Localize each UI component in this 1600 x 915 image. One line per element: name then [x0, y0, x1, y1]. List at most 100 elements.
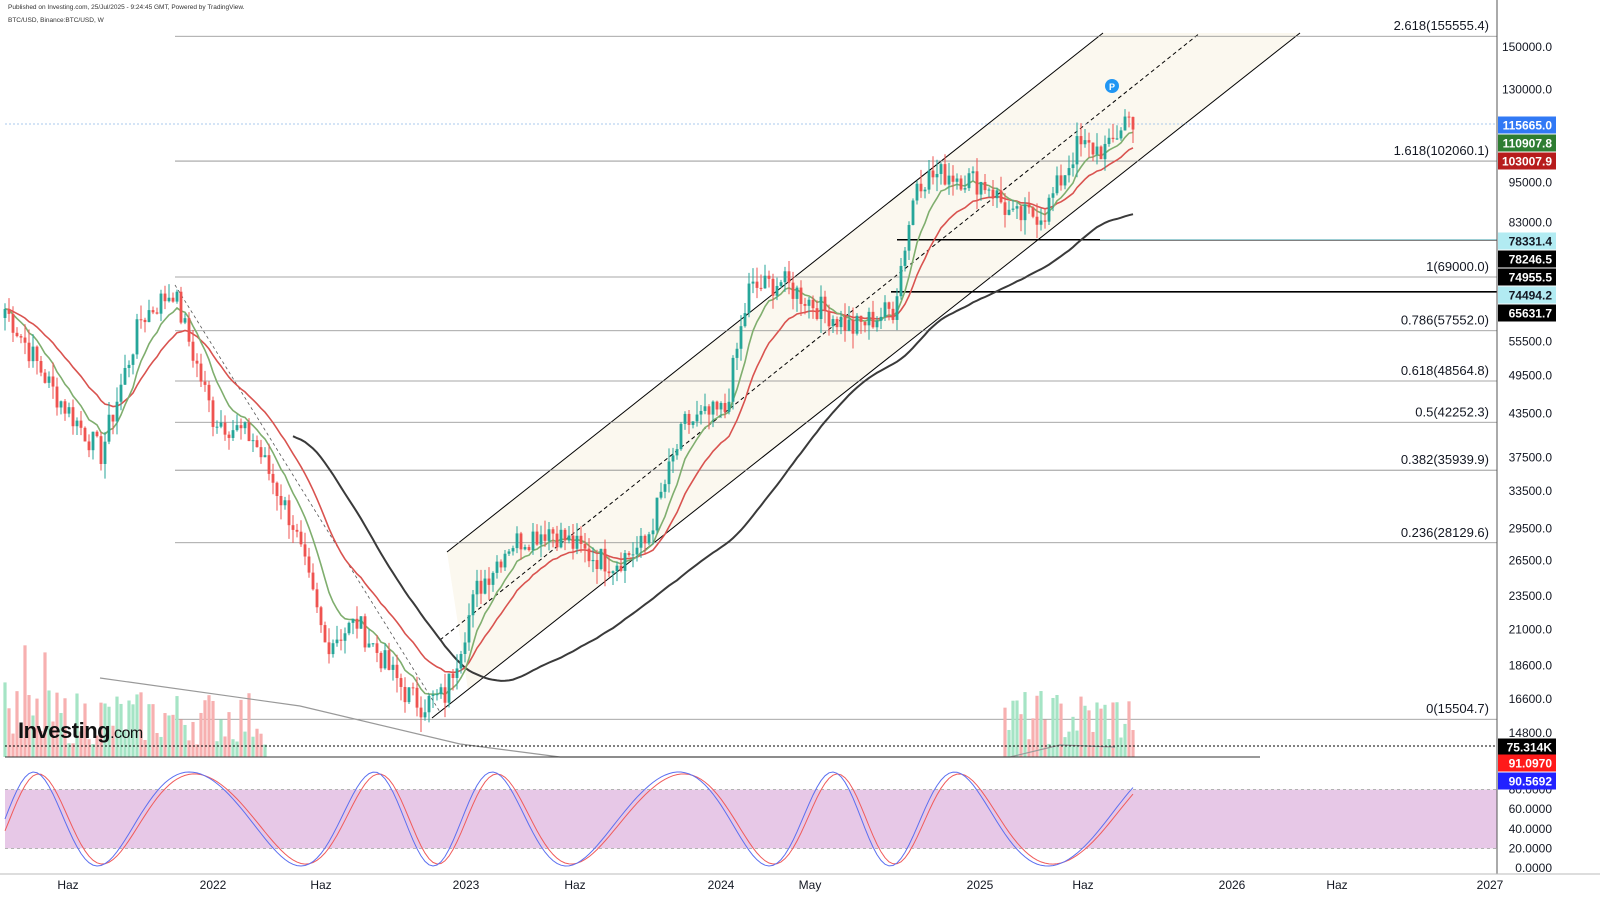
candle-body: [203, 381, 207, 385]
candle-body: [631, 554, 635, 556]
candle-body: [439, 687, 443, 695]
candle-body: [11, 313, 15, 333]
candle-body: [979, 181, 983, 195]
candle-body: [547, 529, 551, 541]
candle-body: [95, 431, 99, 437]
candle-body: [79, 420, 83, 428]
candle-body: [987, 189, 991, 191]
x-tick-label: 2026: [1219, 878, 1246, 892]
candle-body: [191, 341, 195, 361]
candle-body: [539, 534, 543, 545]
candle-body: [759, 287, 763, 289]
volume-bar: [67, 743, 71, 757]
candle-body: [799, 287, 803, 304]
candle-body: [995, 190, 999, 199]
candle-body: [359, 616, 363, 629]
candle-body: [715, 401, 719, 410]
volume-tag-bg: [1498, 738, 1556, 756]
candle-body: [1015, 206, 1019, 209]
volume-bar: [11, 733, 15, 757]
axes: 150000.0 130000.0 95000.0 83000.0 55500.0 495…: [0, 0, 1600, 892]
channel-lower-line: [431, 32, 1301, 719]
candle-body: [959, 178, 963, 190]
marker-p-label: P: [1109, 82, 1115, 92]
volume-bar: [1011, 700, 1015, 757]
candle-body: [579, 535, 583, 544]
price-tag-bg: [1498, 304, 1556, 322]
candle-body: [879, 316, 883, 321]
fib-label: 0.618(48564.8): [1401, 363, 1489, 378]
candle-body: [135, 319, 139, 355]
candle-body: [151, 310, 155, 313]
price-tag: 115665.0: [1503, 119, 1553, 133]
candle-body: [831, 319, 835, 327]
candle-body: [267, 455, 271, 474]
candle-body: [323, 625, 327, 643]
volume-bar: [3, 682, 7, 757]
logo-text: Investing: [18, 718, 111, 743]
volume-bar: [1003, 707, 1007, 757]
logo-suffix: .com: [110, 725, 143, 742]
candle-body: [59, 401, 63, 408]
volume-bar: [203, 700, 207, 757]
candle-body: [771, 278, 775, 296]
x-tick-label: May: [799, 878, 822, 892]
fib-label: 0(15504.7): [1426, 701, 1489, 716]
volume-bar: [1027, 739, 1031, 757]
candle-body: [1063, 175, 1067, 186]
candle-body: [247, 422, 251, 442]
volume-bar: [183, 724, 187, 757]
candle-body: [119, 384, 123, 402]
rsi-tag-d: 91.0970: [1509, 757, 1553, 771]
candle-body: [47, 376, 51, 383]
candle-body: [231, 430, 235, 438]
candle-body: [503, 553, 507, 568]
fib-label: 0.236(28129.6): [1401, 525, 1489, 540]
candle-body: [779, 282, 783, 286]
candle-body: [1071, 164, 1075, 169]
fib-label: 2.618(155555.4): [1394, 18, 1489, 33]
volume-bar: [255, 728, 259, 757]
volume-bar: [1051, 697, 1055, 757]
marker-p: [1105, 79, 1119, 93]
candle-body: [931, 170, 935, 178]
candle-body: [731, 357, 735, 402]
candle-body: [555, 533, 559, 548]
x-tick-label: 2025: [967, 878, 994, 892]
candle-body: [459, 653, 463, 669]
candle-body: [379, 652, 383, 669]
candle-body: [851, 319, 855, 334]
volume-bar: [1123, 723, 1127, 757]
y-tick-label: 33500.0: [1509, 484, 1553, 498]
candle-body: [791, 282, 795, 299]
candle-body: [463, 642, 467, 654]
candle-body: [219, 422, 223, 427]
candle-body: [155, 312, 159, 314]
volume-bar: [1095, 702, 1099, 757]
candles[interactable]: P: [3, 79, 1135, 733]
stoch-rsi-panel: [4, 771, 1497, 867]
candle-body: [691, 421, 695, 425]
y-tick-label: 95000.0: [1509, 175, 1553, 189]
candle-body: [1075, 136, 1079, 165]
candle-body: [179, 291, 183, 323]
volume-bar: [1075, 730, 1079, 757]
candle-body: [667, 461, 671, 485]
candle-body: [1067, 168, 1071, 176]
volume-bar: [87, 739, 91, 757]
candle-body: [279, 495, 283, 506]
volume-bar: [171, 714, 175, 757]
candle-body: [255, 440, 259, 448]
candle-body: [871, 311, 875, 328]
candle-body: [647, 534, 651, 544]
candle-body: [971, 171, 975, 174]
candle-body: [727, 401, 731, 412]
candle-body: [787, 271, 791, 283]
published-note: Published on Investing.com, 25/Jul/2025 …: [8, 4, 245, 11]
candle-body: [187, 318, 191, 342]
candle-body: [1007, 209, 1011, 215]
candle-body: [355, 618, 359, 629]
rsi-band: [5, 789, 1497, 849]
